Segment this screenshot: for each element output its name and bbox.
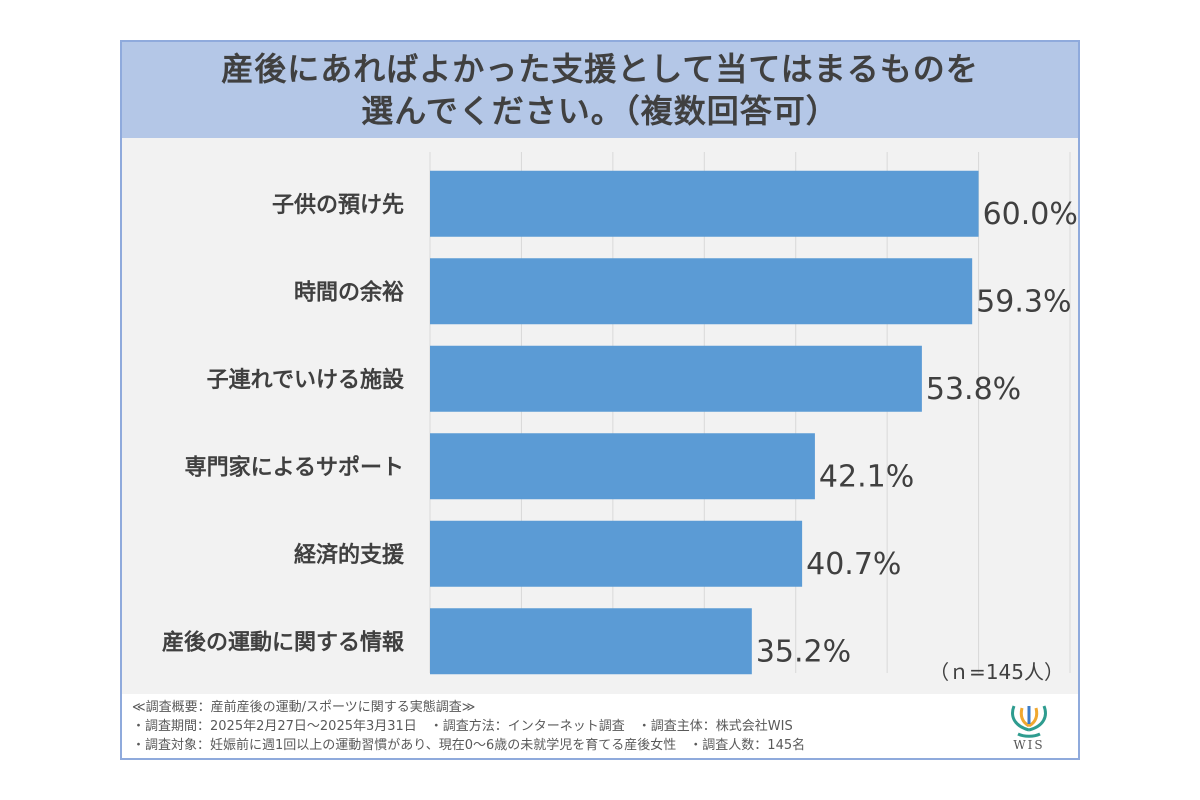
category-label: 経済的支援 xyxy=(294,542,405,568)
footer-line-1: ≪調査概要：産前産後の運動/スポーツに関する実態調査≫ xyxy=(132,700,476,715)
bar-chart: 子供の預け先 60.0% 時間の余裕 59.3% 子連れでいける施設 53.8% 専門家によ… xyxy=(162,152,1078,675)
wis-logo: WIS xyxy=(1004,702,1054,754)
bar xyxy=(430,520,803,587)
value-label: 42.1% xyxy=(819,459,914,494)
value-label: 59.3% xyxy=(976,284,1071,319)
chart-title: 産後にあればよかった支援として当てはまるものを 選んでください。（複数回答可） xyxy=(122,42,1078,138)
logo-text: WIS xyxy=(1013,738,1045,752)
category-label: 子供の預け先 xyxy=(272,192,404,218)
footer-line-3: ・調査対象：妊娠前に週1回以上の運動習慣があり、現在0〜6歳の未就学児を育てる産… xyxy=(132,738,806,753)
title-line-1: 産後にあればよかった支援として当てはまるものを xyxy=(221,50,979,88)
category-label: 子連れでいける施設 xyxy=(207,367,405,393)
category-label: 時間の余裕 xyxy=(294,279,404,305)
value-label: 60.0% xyxy=(983,197,1078,232)
value-label: 35.2% xyxy=(756,634,851,669)
category-label: 専門家によるサポート xyxy=(185,454,404,480)
wis-logo-icon xyxy=(1011,705,1047,738)
bar xyxy=(430,345,922,412)
sample-size-note: （ｎ=145人） xyxy=(929,660,1064,684)
chart-frame: 産後にあればよかった支援として当てはまるものを 選んでください。（複数回答可） … xyxy=(120,40,1080,760)
bar xyxy=(430,170,979,237)
value-label: 53.8% xyxy=(926,372,1021,407)
bar xyxy=(430,258,973,325)
survey-footer: ≪調査概要：産前産後の運動/スポーツに関する実態調査≫ ・調査期間：2025年2… xyxy=(132,698,805,755)
title-line-2: 選んでください。（複数回答可） xyxy=(361,92,839,130)
value-label: 40.7% xyxy=(806,547,901,582)
footer-line-2: ・調査期間：2025年2月27日〜2025年3月31日 ・調査方法：インターネッ… xyxy=(132,719,793,734)
bar xyxy=(430,608,752,675)
bar xyxy=(430,433,815,500)
category-label: 産後の運動に関する情報 xyxy=(162,629,405,655)
